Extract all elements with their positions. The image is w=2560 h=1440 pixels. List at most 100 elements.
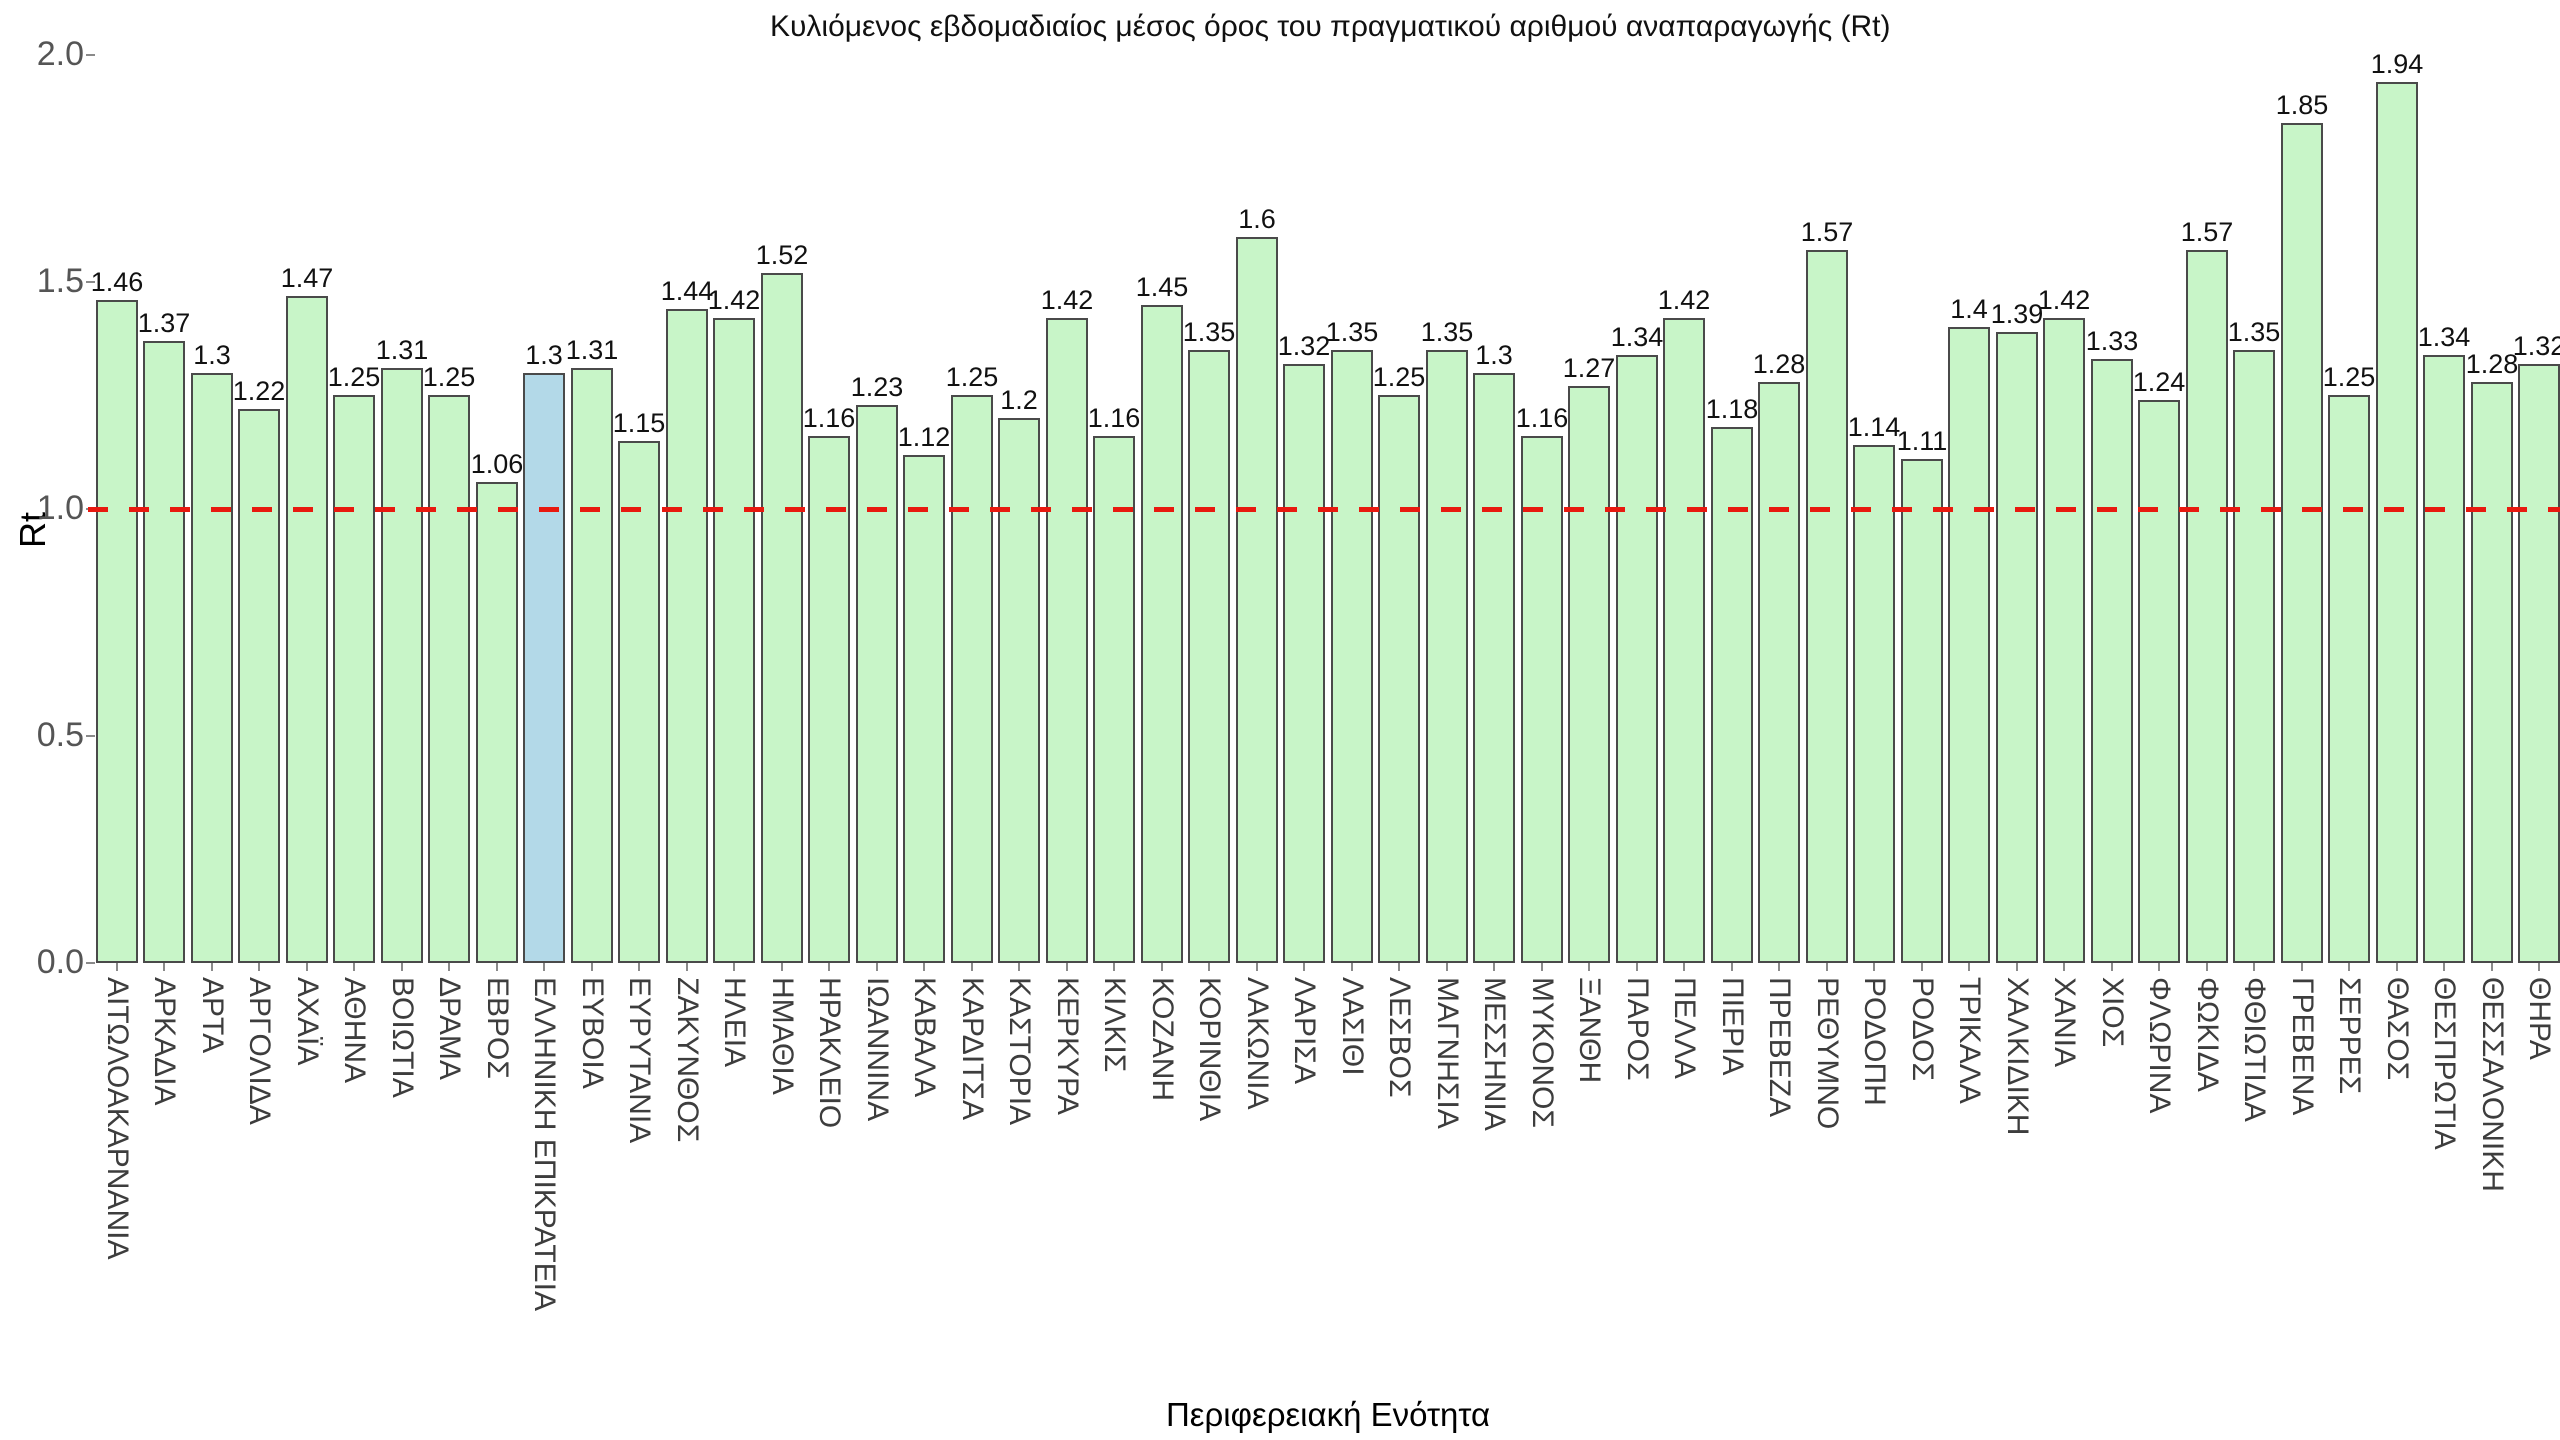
bar-value-label: 1.24 <box>2132 367 2186 397</box>
x-tick-mark <box>543 963 545 971</box>
bar-value-label: 1.57 <box>1800 217 1854 247</box>
x-tick-mark <box>1256 963 1258 971</box>
x-tick-mark <box>2491 963 2493 971</box>
x-tick-mark <box>1113 963 1115 971</box>
bar <box>1331 350 1373 963</box>
bar <box>2186 250 2228 963</box>
x-tick-label: ΘΑΣΟΣ <box>2381 977 2414 1081</box>
y-tick-mark <box>86 735 95 737</box>
bar-value-label: 1.12 <box>897 422 951 452</box>
bar <box>1901 459 1943 963</box>
x-tick-mark <box>353 963 355 971</box>
x-tick-label: ΑΡΤΑ <box>196 977 229 1054</box>
x-tick-label: ΚΟΖΑΝΗ <box>1146 977 1179 1102</box>
x-tick-mark <box>828 963 830 971</box>
bar-value-label: 1.25 <box>422 362 476 392</box>
x-tick-label: ΚΙΛΚΙΣ <box>1098 977 1131 1073</box>
bar <box>381 368 423 963</box>
x-tick-mark <box>448 963 450 971</box>
bar <box>1948 327 1990 963</box>
x-tick-label: ΠΙΕΡΙΑ <box>1716 977 1749 1076</box>
bar <box>2233 350 2275 963</box>
x-tick-label: ΦΛΩΡΙΝΑ <box>2143 977 2176 1114</box>
x-tick-label: ΛΑΡΙΣΑ <box>1288 977 1321 1084</box>
bar-value-label: 1.18 <box>1705 394 1759 424</box>
x-tick-mark <box>781 963 783 971</box>
bar <box>428 395 470 963</box>
bar-value-label: 1.16 <box>1515 403 1569 433</box>
x-tick-label: ΕΥΒΟΙΑ <box>576 977 609 1089</box>
x-tick-label: ΞΑΝΘΗ <box>1573 977 1606 1084</box>
x-tick-mark <box>211 963 213 971</box>
y-tick-label: 0.0 <box>36 943 84 981</box>
x-tick-label: ΗΛΕΙΑ <box>718 977 751 1068</box>
bar <box>998 418 1040 963</box>
x-tick-label: ΒΟΙΩΤΙΑ <box>386 977 419 1098</box>
x-tick-mark <box>496 963 498 971</box>
bar <box>1378 395 1420 963</box>
x-tick-label: ΛΑΚΩΝΙΑ <box>1241 977 1274 1110</box>
chart-title: Κυλιόμενος εβδομαδιαίος μέσος όρος του π… <box>770 10 1891 43</box>
x-tick-label: ΚΟΡΙΝΘΙΑ <box>1193 977 1226 1122</box>
x-tick-label: ΚΑΡΔΙΤΣΑ <box>956 977 989 1121</box>
x-tick-mark <box>1493 963 1495 971</box>
bar <box>2471 382 2513 963</box>
x-tick-label: ΧΙΟΣ <box>2096 977 2129 1048</box>
bar <box>1616 355 1658 963</box>
bar-value-label: 1.42 <box>2037 285 2091 315</box>
x-tick-label: ΚΑΣΤΟΡΙΑ <box>1003 977 1036 1126</box>
x-tick-label: ΑΙΤΩΛΟΑΚΑΡΝΑΝΙΑ <box>101 977 134 1260</box>
bar-value-label: 1.23 <box>850 372 904 402</box>
y-tick-label: 2.0 <box>36 35 84 73</box>
bar-value-label: 1.06 <box>470 449 524 479</box>
x-tick-label: ΜΥΚΟΝΟΣ <box>1526 977 1559 1128</box>
bar-value-label: 1.27 <box>1562 353 1616 383</box>
bar-value-label: 1.35 <box>1182 317 1236 347</box>
x-tick-mark <box>1636 963 1638 971</box>
bar-value-label: 1.42 <box>1040 285 1094 315</box>
x-tick-label: ΔΡΑΜΑ <box>433 977 466 1080</box>
x-tick-label: ΑΧΑΪΑ <box>291 977 324 1066</box>
bar <box>1283 364 1325 963</box>
bar <box>476 482 518 963</box>
bar <box>191 373 233 963</box>
x-tick-mark <box>923 963 925 971</box>
x-tick-mark <box>1968 963 1970 971</box>
bar-value-label: 1.85 <box>2275 90 2329 120</box>
bar <box>903 455 945 963</box>
x-tick-label: ΛΕΣΒΟΣ <box>1383 977 1416 1098</box>
bar-value-label: 1.4 <box>1950 294 1988 324</box>
bar <box>1806 250 1848 963</box>
x-tick-mark <box>686 963 688 971</box>
bar <box>1568 386 1610 963</box>
bar-value-label: 1.32 <box>1277 331 1331 361</box>
bar-value-label: 1.33 <box>2085 326 2139 356</box>
x-tick-label: ΜΑΓΝΗΣΙΑ <box>1431 977 1464 1129</box>
x-tick-label: ΜΕΣΣΗΝΙΑ <box>1478 977 1511 1131</box>
bar <box>2423 355 2465 963</box>
bar <box>713 318 755 963</box>
x-tick-label: ΙΩΑΝΝΙΝΑ <box>861 977 894 1122</box>
bar <box>333 395 375 963</box>
bar-value-label: 1.25 <box>2322 362 2376 392</box>
x-tick-label: ΗΡΑΚΛΕΙΟ <box>813 977 846 1129</box>
x-tick-mark <box>401 963 403 971</box>
x-tick-label: ΡΕΘΥΜΝΟ <box>1811 977 1844 1130</box>
bar <box>856 405 898 963</box>
bar-value-label: 1.35 <box>1420 317 1474 347</box>
bar-value-label: 1.6 <box>1238 204 1276 234</box>
x-tick-label: ΑΡΓΟΛΙΔΑ <box>243 977 276 1125</box>
bar-value-label: 1.34 <box>2417 322 2471 352</box>
bar <box>1853 445 1895 963</box>
x-tick-label: ΤΡΙΚΑΛΑ <box>1953 977 1986 1104</box>
x-tick-mark <box>1208 963 1210 971</box>
x-tick-label: ΦΘΙΩΤΙΔΑ <box>2238 977 2271 1122</box>
bar <box>808 436 850 963</box>
x-tick-label: ΠΑΡΟΣ <box>1621 977 1654 1081</box>
bar <box>238 409 280 963</box>
x-tick-mark <box>638 963 640 971</box>
bar-value-label: 1.25 <box>327 362 381 392</box>
bar <box>96 300 138 963</box>
bar-value-label: 1.35 <box>2227 317 2281 347</box>
bar-value-label: 1.11 <box>1896 426 1948 456</box>
